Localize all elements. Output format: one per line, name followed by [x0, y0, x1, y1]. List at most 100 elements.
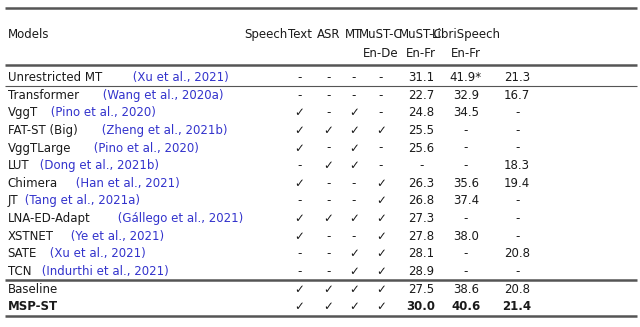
Text: 41.9*: 41.9*: [450, 71, 482, 84]
Text: 28.9: 28.9: [408, 265, 434, 278]
Text: ✓: ✓: [349, 106, 359, 119]
Text: 38.6: 38.6: [453, 283, 479, 296]
Text: MuST-C: MuST-C: [359, 28, 403, 41]
Text: (Tang et al., 2021a): (Tang et al., 2021a): [21, 195, 140, 207]
Text: ✓: ✓: [349, 247, 359, 260]
Text: -: -: [464, 212, 468, 225]
Text: (Gállego et al., 2021): (Gállego et al., 2021): [115, 212, 244, 225]
Text: ASR: ASR: [317, 28, 340, 41]
Text: -: -: [352, 71, 356, 84]
Text: ✓: ✓: [294, 177, 305, 190]
Text: -: -: [352, 177, 356, 190]
Text: ✓: ✓: [294, 142, 305, 155]
Text: (Wang et al., 2020a): (Wang et al., 2020a): [99, 89, 224, 102]
Text: -: -: [464, 124, 468, 137]
Text: -: -: [464, 142, 468, 155]
Text: -: -: [352, 230, 356, 243]
Text: Text: Text: [287, 28, 312, 41]
Text: ✓: ✓: [349, 124, 359, 137]
Text: 20.8: 20.8: [504, 283, 530, 296]
Text: VggT: VggT: [8, 106, 38, 119]
Text: -: -: [326, 265, 330, 278]
Text: ✓: ✓: [376, 177, 386, 190]
Text: (Ye et al., 2021): (Ye et al., 2021): [67, 230, 164, 243]
Text: MT: MT: [345, 28, 363, 41]
Text: -: -: [515, 212, 519, 225]
Text: 25.5: 25.5: [408, 124, 434, 137]
Text: ✓: ✓: [294, 124, 305, 137]
Text: -: -: [379, 71, 383, 84]
Text: ✓: ✓: [349, 265, 359, 278]
Text: Models: Models: [8, 28, 49, 41]
Text: -: -: [515, 142, 519, 155]
Text: Baseline: Baseline: [8, 283, 58, 296]
Text: 38.0: 38.0: [453, 230, 479, 243]
Text: -: -: [379, 142, 383, 155]
Text: 20.8: 20.8: [504, 247, 530, 260]
Text: ✓: ✓: [323, 212, 333, 225]
Text: 26.8: 26.8: [408, 195, 434, 207]
Text: En-De: En-De: [363, 47, 399, 60]
Text: ✓: ✓: [323, 300, 333, 313]
Text: -: -: [352, 195, 356, 207]
Text: ✓: ✓: [294, 106, 305, 119]
Text: (Han et al., 2021): (Han et al., 2021): [72, 177, 180, 190]
Text: ✓: ✓: [376, 300, 386, 313]
Text: 40.6: 40.6: [451, 300, 481, 313]
Text: ✓: ✓: [376, 124, 386, 137]
Text: 21.3: 21.3: [504, 71, 530, 84]
Text: -: -: [298, 265, 301, 278]
Text: -: -: [326, 106, 330, 119]
Text: 24.8: 24.8: [408, 106, 434, 119]
Text: 19.4: 19.4: [504, 177, 531, 190]
Text: -: -: [326, 177, 330, 190]
Text: -: -: [298, 71, 301, 84]
Text: ✓: ✓: [376, 247, 386, 260]
Text: VggTLarge: VggTLarge: [8, 142, 71, 155]
Text: ✓: ✓: [323, 159, 333, 172]
Text: 16.7: 16.7: [504, 89, 531, 102]
Text: 21.4: 21.4: [502, 300, 532, 313]
Text: ✓: ✓: [349, 142, 359, 155]
Text: (Zheng et al., 2021b): (Zheng et al., 2021b): [98, 124, 227, 137]
Text: -: -: [515, 195, 519, 207]
Text: -: -: [515, 265, 519, 278]
Text: 32.9: 32.9: [453, 89, 479, 102]
Text: 30.0: 30.0: [406, 300, 436, 313]
Text: -: -: [326, 247, 330, 260]
Text: 27.3: 27.3: [408, 212, 434, 225]
Text: -: -: [326, 89, 330, 102]
Text: ✓: ✓: [323, 283, 333, 296]
Text: 31.1: 31.1: [408, 71, 434, 84]
Text: ✓: ✓: [376, 195, 386, 207]
Text: -: -: [515, 124, 519, 137]
Text: (Pino et al., 2020): (Pino et al., 2020): [90, 142, 198, 155]
Text: JT: JT: [8, 195, 19, 207]
Text: -: -: [379, 89, 383, 102]
Text: -: -: [298, 247, 301, 260]
Text: SATE: SATE: [8, 247, 37, 260]
Text: ✓: ✓: [349, 300, 359, 313]
Text: -: -: [298, 195, 301, 207]
Text: 18.3: 18.3: [504, 159, 530, 172]
Text: (Xu et al., 2021): (Xu et al., 2021): [129, 71, 229, 84]
Text: (Dong et al., 2021b): (Dong et al., 2021b): [36, 159, 159, 172]
Text: ✓: ✓: [294, 283, 305, 296]
Text: MuST-C: MuST-C: [399, 28, 443, 41]
Text: ✓: ✓: [376, 230, 386, 243]
Text: -: -: [419, 159, 423, 172]
Text: ✓: ✓: [323, 124, 333, 137]
Text: -: -: [352, 89, 356, 102]
Text: ✓: ✓: [294, 212, 305, 225]
Text: -: -: [464, 159, 468, 172]
Text: (Pino et al., 2020): (Pino et al., 2020): [47, 106, 156, 119]
Text: Transformer: Transformer: [8, 89, 79, 102]
Text: ✓: ✓: [294, 300, 305, 313]
Text: LibriSpeech: LibriSpeech: [431, 28, 500, 41]
Text: -: -: [515, 230, 519, 243]
Text: En-Fr: En-Fr: [406, 47, 436, 60]
Text: 25.6: 25.6: [408, 142, 434, 155]
Text: LUT: LUT: [8, 159, 29, 172]
Text: 26.3: 26.3: [408, 177, 434, 190]
Text: -: -: [298, 89, 301, 102]
